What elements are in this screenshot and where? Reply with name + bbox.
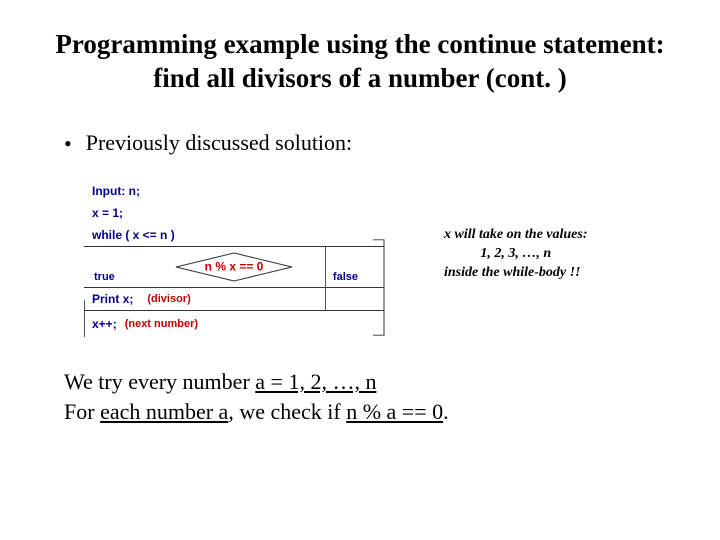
diagram-area: Input: n; x = 1; while ( x <= n ) true n… xyxy=(84,180,670,337)
closing-text: We try every number a = 1, 2, …, n For e… xyxy=(64,367,670,426)
fc-while: while ( x <= n ) xyxy=(84,224,384,246)
closing-l1-u: a = 1, 2, …, n xyxy=(255,369,376,394)
fc-print-row: Print x; (divisor) xyxy=(84,288,384,311)
fc-next-annotation: (next number) xyxy=(125,318,198,330)
fc-print-text: Print x; xyxy=(92,292,133,306)
fc-condition-row: true n % x == 0 false xyxy=(84,246,384,288)
fc-false-label: false xyxy=(333,271,358,283)
fc-assign: x = 1; xyxy=(84,202,384,224)
side-note-line-3: inside the while-body !! xyxy=(444,264,588,283)
side-note: x will take on the values: 1, 2, 3, …, n… xyxy=(444,226,588,283)
fc-condition-text: n % x == 0 xyxy=(205,259,264,273)
bullet-text: Previously discussed solution: xyxy=(86,130,352,156)
fc-split-border xyxy=(325,247,326,287)
slide-title: Programming example using the continue s… xyxy=(50,28,670,96)
closing-l2-u2: n % a == 0 xyxy=(346,399,443,424)
closing-l1-a: We try every number xyxy=(64,369,255,394)
closing-l2-c: . xyxy=(443,399,449,424)
closing-l2-a: For xyxy=(64,399,100,424)
side-note-line-2: 1, 2, 3, …, n xyxy=(444,245,588,264)
fc-divisor-annotation: (divisor) xyxy=(147,293,190,305)
closing-l2-b: , we check if xyxy=(228,399,346,424)
bullet-item: • Previously discussed solution: xyxy=(64,130,670,159)
fc-split-border-2 xyxy=(325,287,326,311)
closing-l2-u1: each number a xyxy=(100,399,228,424)
closing-line-2: For each number a, we check if n % a == … xyxy=(64,397,670,427)
side-note-line-1: x will take on the values: xyxy=(444,226,588,245)
bullet-dot: • xyxy=(64,130,72,159)
closing-line-1: We try every number a = 1, 2, …, n xyxy=(64,367,670,397)
fc-diamond: n % x == 0 xyxy=(174,252,294,282)
flowchart: Input: n; x = 1; while ( x <= n ) true n… xyxy=(84,180,384,337)
fc-true-label: true xyxy=(94,271,115,283)
fc-next-text: x++; xyxy=(92,317,117,331)
fc-next-row: x++; (next number) xyxy=(84,311,384,337)
fc-input: Input: n; xyxy=(84,180,384,202)
